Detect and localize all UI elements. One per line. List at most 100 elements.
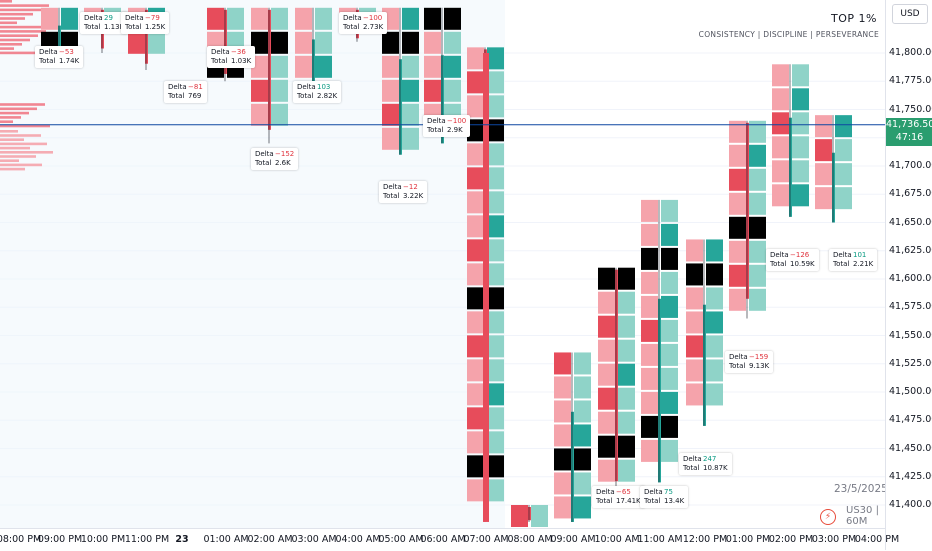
footprint-ask-cell bbox=[792, 160, 809, 183]
delta-summary-box: Delta101 Total 2.21K bbox=[829, 249, 878, 271]
footprint-bid-cell bbox=[251, 55, 268, 78]
delta-summary-box: Delta103 Total 2.82K bbox=[293, 81, 342, 103]
candle-body bbox=[571, 411, 574, 522]
footprint-ask-cell bbox=[271, 7, 288, 30]
footprint-bid-cell bbox=[772, 64, 789, 87]
time-tick-label: 03:00 AM bbox=[291, 534, 337, 545]
volume-profile-bar bbox=[0, 43, 22, 46]
footprint-bid-cell bbox=[467, 167, 484, 190]
footprint-bid-cell bbox=[598, 291, 615, 314]
footprint-bid-cell bbox=[554, 472, 571, 495]
footprint-ask-cell bbox=[271, 55, 288, 78]
candle-body bbox=[789, 117, 792, 217]
footprint-ask-cell bbox=[227, 7, 244, 30]
footprint-bid-cell bbox=[295, 31, 312, 54]
time-tick-label: 23 bbox=[175, 534, 189, 545]
footprint-chart-plot[interactable]: TOP 1% CONSISTENCY | DISCIPLINE | PERSEV… bbox=[0, 0, 885, 528]
footprint-ask-cell bbox=[792, 112, 809, 135]
footprint-ask-cell bbox=[487, 287, 504, 310]
footprint-ask-cell bbox=[618, 459, 635, 482]
session-shading bbox=[0, 0, 505, 528]
candle-body bbox=[832, 152, 835, 223]
footprint-ask-cell bbox=[315, 7, 332, 30]
delta-summary-box: Delta−126 Total 10.59K bbox=[766, 249, 819, 271]
footprint-ask-cell bbox=[487, 71, 504, 94]
footprint-ask-cell bbox=[487, 191, 504, 214]
footprint-bid-cell bbox=[815, 139, 832, 162]
footprint-bid-cell bbox=[424, 55, 441, 78]
footprint-ask-cell bbox=[706, 311, 723, 334]
candle-body bbox=[615, 269, 618, 482]
footprint-ask-cell bbox=[402, 79, 419, 102]
footprint-ask-cell bbox=[487, 383, 504, 406]
time-tick-label: 05:00 AM bbox=[378, 534, 424, 545]
delta-summary-box: Delta−152 Total 2.6K bbox=[251, 148, 299, 170]
total-label: Total bbox=[770, 260, 787, 268]
price-tick-label: 41,575.00 bbox=[889, 301, 932, 313]
volume-profile-bar bbox=[0, 38, 30, 42]
footprint-ask-cell bbox=[706, 239, 723, 262]
footprint-bid-cell bbox=[207, 7, 224, 30]
footprint-ask-cell bbox=[706, 263, 723, 286]
footprint-bid-cell bbox=[772, 160, 789, 183]
total-label: Total bbox=[683, 464, 700, 472]
time-tick-label: 01:00 PM bbox=[725, 534, 771, 545]
time-tick-label: 02:00 PM bbox=[768, 534, 814, 545]
time-axis[interactable]: 08:00 PM 09:00 PM 10:00 PM 11:00 PM 23 01:00 … bbox=[0, 528, 899, 551]
delta-value: 247 bbox=[703, 455, 717, 463]
footprint-bid-cell bbox=[554, 352, 571, 375]
footprint-bid-cell bbox=[772, 184, 789, 207]
footprint-ask-cell bbox=[618, 267, 635, 290]
footprint-bid-cell bbox=[598, 459, 615, 482]
footprint-ask-cell bbox=[487, 455, 504, 478]
footprint-bid-cell bbox=[382, 103, 399, 126]
volume-profile-bar bbox=[0, 12, 33, 16]
price-tick-label: 41,800.00 bbox=[889, 47, 932, 58]
candle-body bbox=[58, 25, 61, 59]
footprint-ask-cell bbox=[487, 479, 504, 502]
footprint-bid-cell bbox=[467, 191, 484, 214]
footprint-bid-cell bbox=[598, 339, 615, 362]
volume-profile-bar bbox=[0, 0, 12, 3]
footprint-bid-cell bbox=[686, 359, 703, 382]
time-tick-label: 07:00 AM bbox=[463, 534, 509, 545]
time-tick-label: 10:00 AM bbox=[594, 534, 640, 545]
total-value: 1.25K bbox=[145, 23, 166, 31]
footprint-bid-cell bbox=[467, 143, 484, 166]
watermark-date: 23/5/2025 bbox=[834, 483, 885, 495]
footprint-ask-cell bbox=[402, 127, 419, 150]
total-label: Total bbox=[125, 23, 142, 31]
footprint-bid-cell bbox=[467, 215, 484, 238]
footprint-ask-cell bbox=[792, 136, 809, 159]
footprint-ask-cell bbox=[835, 163, 852, 186]
footprint-ask-cell bbox=[271, 79, 288, 102]
footprint-ask-cell bbox=[706, 335, 723, 358]
time-tick-label: 11:00 AM bbox=[637, 534, 683, 545]
footprint-ask-cell bbox=[574, 400, 591, 423]
footprint-ask-cell bbox=[749, 240, 766, 263]
candle-body bbox=[658, 298, 661, 483]
footprint-bid-cell bbox=[598, 267, 615, 290]
candle-body bbox=[441, 55, 444, 144]
delta-summary-box: Delta−79 Total 1.25K bbox=[121, 12, 170, 34]
total-value: 10.59K bbox=[790, 260, 815, 268]
footprint-bid-cell bbox=[467, 335, 484, 358]
footprint-bid-cell bbox=[467, 455, 484, 478]
delta-label: Delta bbox=[770, 251, 789, 259]
footprint-ask-cell bbox=[661, 271, 678, 294]
footprint-bid-cell bbox=[686, 335, 703, 358]
footprint-ask-cell bbox=[706, 359, 723, 382]
footprint-bid-cell bbox=[467, 47, 484, 70]
total-label: Total bbox=[297, 92, 314, 100]
total-value: 1.74K bbox=[59, 57, 80, 65]
footprint-bid-cell bbox=[598, 435, 615, 458]
footprint-ask-cell bbox=[618, 411, 635, 434]
total-value: 2.21K bbox=[853, 260, 874, 268]
footprint-chart-svg bbox=[0, 0, 885, 528]
price-axis[interactable]: USD 41,800.0041,775.0041,750.0041,725.00… bbox=[885, 0, 932, 550]
currency-button[interactable]: USD bbox=[892, 4, 928, 24]
footprint-bid-cell bbox=[772, 88, 789, 111]
delta-label: Delta bbox=[729, 353, 748, 361]
footprint-ask-cell bbox=[487, 215, 504, 238]
delta-label: Delta bbox=[833, 251, 852, 259]
